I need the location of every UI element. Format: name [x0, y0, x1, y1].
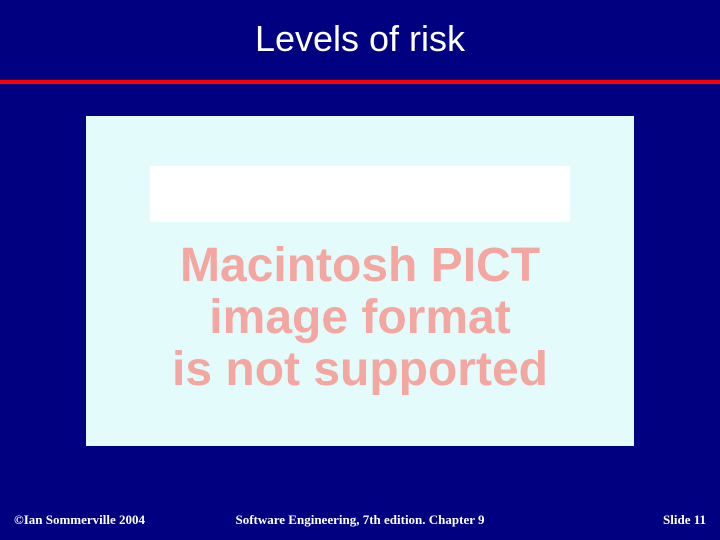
- footer-copyright: ©Ian Sommerville 2004: [14, 512, 196, 528]
- error-line-2: image format: [209, 292, 510, 344]
- footer: ©Ian Sommerville 2004 Software Engineeri…: [0, 512, 720, 528]
- error-line-1: Macintosh PICT: [180, 240, 540, 292]
- placeholder-box: [150, 166, 570, 222]
- error-line-3: is not supported: [172, 344, 548, 396]
- slide: Levels of risk Macintosh PICT image form…: [0, 0, 720, 540]
- title-underline: [0, 80, 720, 84]
- content-panel: Macintosh PICT image format is not suppo…: [86, 116, 634, 446]
- footer-book-ref: Software Engineering, 7th edition. Chapt…: [196, 512, 524, 528]
- slide-title: Levels of risk: [0, 18, 720, 60]
- footer-slide-number: Slide 11: [524, 512, 706, 528]
- title-area: Levels of risk: [0, 0, 720, 60]
